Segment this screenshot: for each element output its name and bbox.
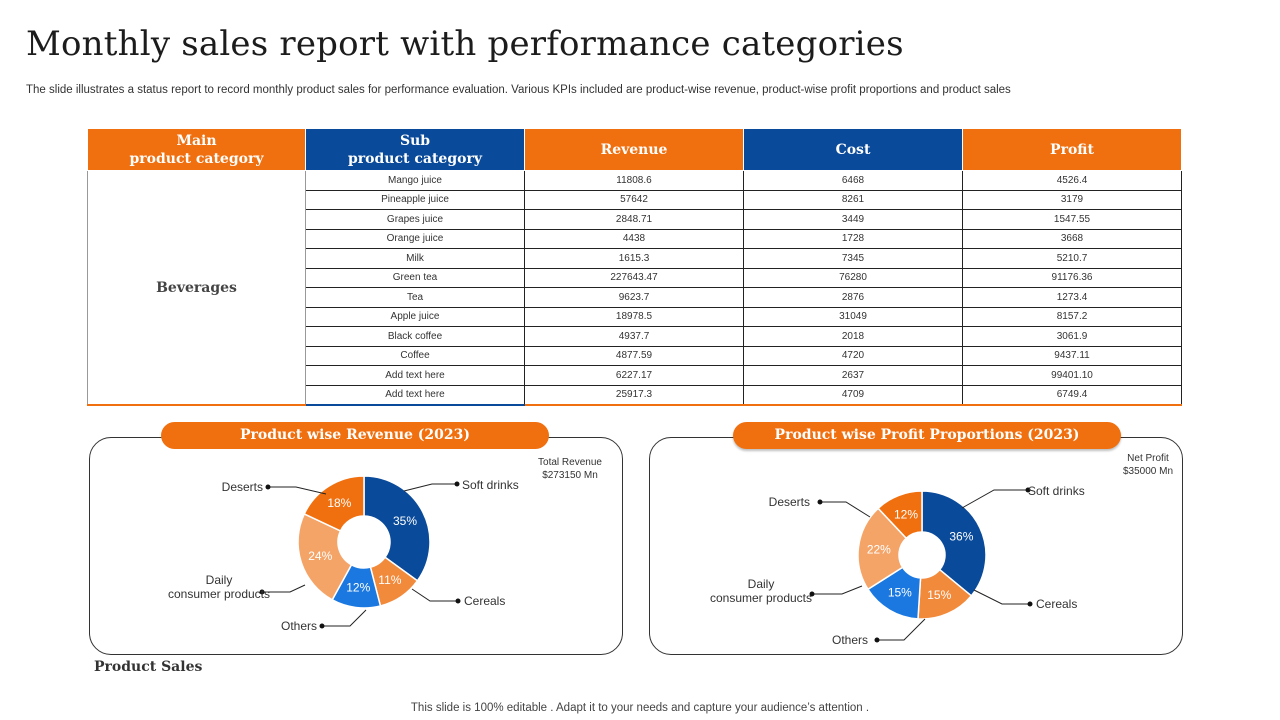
category-label: Others [281, 619, 317, 633]
net-profit-label: Net Profit [1127, 453, 1169, 464]
table-row: Black coffee 4937.7 2018 3061.9 [88, 326, 1182, 347]
total-revenue-label: Total Revenue [538, 457, 602, 468]
category-label: Soft drinks [1028, 484, 1085, 498]
sales-table-container: Main product category Sub product catego… [87, 128, 1182, 406]
header-revenue: Revenue [524, 128, 744, 171]
table-row: Green tea 227643.47 76280 91176.36 [88, 267, 1182, 288]
sales-table: Main product category Sub product catego… [87, 128, 1182, 406]
category-label: Deserts [769, 495, 810, 509]
leader-dot [817, 499, 823, 505]
donut-percent-label: 15% [888, 585, 912, 599]
page-subtitle: The slide illustrates a status report to… [26, 84, 1011, 96]
header-cost: Cost [743, 128, 963, 171]
leader-dot [265, 484, 271, 490]
donut-chart-1: 35% Soft drinks 11% Cereals 12% Others 24% Dail… [168, 475, 519, 633]
table-body: Beverages Mango juice 11808.6 6468 4526.… [87, 170, 1182, 406]
leader-line [812, 585, 863, 595]
main-category-cell: Beverages [87, 170, 306, 406]
donut-chart-2: 36% Soft drinks 15% Cereals 15% Others 22% Dail… [710, 484, 1085, 647]
leader-line [411, 588, 458, 602]
leader-dot [319, 623, 325, 629]
leader-line [877, 618, 926, 641]
leader-dot [1025, 487, 1031, 493]
donut-percent-label: 18% [327, 496, 351, 510]
donut-percent-label: 12% [346, 581, 370, 595]
header-main-line1: Main [176, 132, 217, 149]
table-row: Grapes juice 2848.71 3449 1547.55 [88, 209, 1182, 230]
table-row: Pineapple juice 57642 8261 3179 [88, 189, 1182, 210]
header-main-category: Main product category [87, 128, 306, 171]
category-label: Daily [206, 573, 233, 587]
table-row: Tea 9623.7 2876 1273.4 [88, 287, 1182, 308]
category-label: Cereals [464, 594, 505, 608]
total-revenue-value: $273150 Mn [542, 470, 598, 481]
header-sub-line1: Sub [399, 132, 431, 149]
leader-line [262, 584, 306, 593]
net-profit-note: Net Profit $35000 Mn [1098, 452, 1198, 478]
category-label: Others [832, 633, 868, 647]
donut-percent-label: 35% [393, 514, 417, 528]
page-title: Monthly sales report with performance ca… [26, 24, 904, 64]
leader-dot [874, 637, 880, 643]
donut-slice-soft-drinks [363, 475, 431, 582]
leader-dot [1027, 601, 1033, 607]
leader-line [820, 501, 871, 518]
header-main-line2: product category [129, 150, 264, 167]
total-revenue-note: Total Revenue $273150 Mn [520, 456, 620, 482]
leader-line [403, 483, 457, 492]
net-profit-value: $35000 Mn [1122, 466, 1174, 477]
profit-panel-title: Product wise Profit Proportions (2023) [733, 422, 1121, 449]
leader-line [961, 489, 1028, 509]
donut-percent-label: 36% [949, 529, 973, 543]
donut-percent-label: 15% [927, 588, 951, 602]
category-label: Cereals [1036, 597, 1077, 611]
donut-percent-label: 12% [894, 508, 918, 522]
leader-line [268, 486, 327, 495]
leader-dot [259, 589, 265, 595]
header-sub-category: Sub product category [305, 128, 525, 171]
category-label: Deserts [222, 480, 263, 494]
product-sales-label: Product Sales [94, 659, 203, 675]
revenue-panel [89, 437, 623, 655]
donut-slice-daily-consumer-products [857, 507, 908, 591]
table-row: Beverages Mango juice 11808.6 6468 4526.… [87, 170, 1182, 406]
footer-note: This slide is 100% editable . Adapt it t… [410, 702, 870, 714]
donut-slice-daily-consumer-products [297, 512, 353, 601]
leader-line [322, 609, 367, 627]
category-label: consumer products [710, 591, 812, 605]
donut-slice-deserts [877, 490, 923, 540]
leader-line [973, 589, 1030, 605]
table-row: Add text here 6227.17 2637 99401.10 [88, 365, 1182, 386]
donut-percent-label: 11% [378, 573, 401, 587]
table-header-row: Main product category Sub product catego… [87, 128, 1182, 171]
leader-dot [809, 591, 815, 597]
cell-cost: 4709 [743, 384, 963, 406]
table-row: Add text here 25917.3 4709 6749.4 [88, 384, 1182, 406]
donut-slice-deserts [303, 475, 365, 532]
header-sub-line2: product category [348, 150, 482, 167]
leader-dot [454, 481, 460, 487]
donut-slice-soft-drinks [921, 490, 987, 597]
category-label: consumer products [168, 587, 270, 601]
donut-percent-label: 24% [308, 549, 332, 563]
leader-dot [455, 598, 461, 604]
cell-profit: 6749.4 [962, 384, 1182, 406]
category-label: Daily [748, 577, 775, 591]
revenue-panel-title: Product wise Revenue (2023) [161, 422, 549, 449]
donut-percent-label: 22% [867, 543, 891, 557]
header-profit: Profit [962, 128, 1182, 171]
category-label: Soft drinks [462, 478, 519, 492]
